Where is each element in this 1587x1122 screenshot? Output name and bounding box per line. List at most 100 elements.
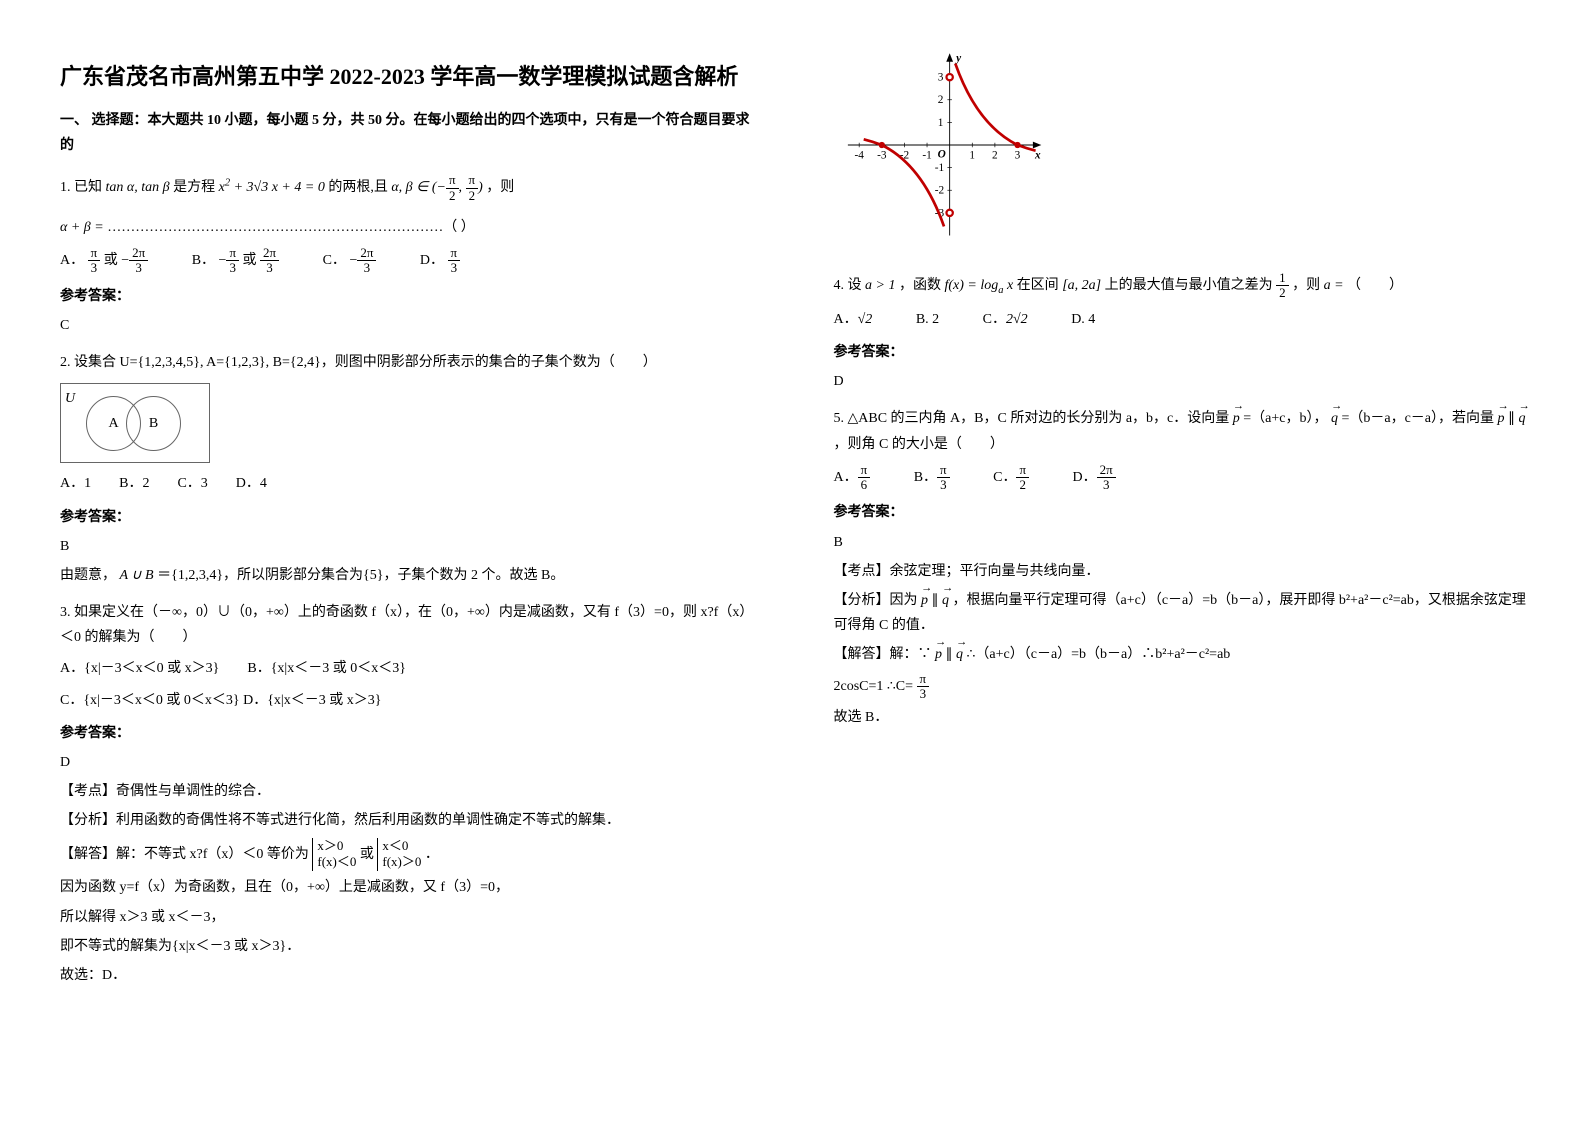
svg-text:-1: -1 (934, 162, 943, 174)
q2-math-aub: A ∪ B (120, 568, 154, 583)
vec-p-2: p (1498, 406, 1505, 431)
q3-p2: 所以解得 x＞3 或 x＜－3， (60, 905, 754, 930)
svg-text:O: O (937, 148, 945, 160)
q4-m2: f(x) = loga x (944, 278, 1013, 293)
question-2: 2. 设集合 U={1,2,3,4,5}, A={1,2,3}, B={2,4}… (60, 350, 754, 588)
svg-text:3: 3 (1014, 150, 1020, 162)
q4-stem-b: ，函数 (899, 278, 941, 293)
q2-stem: 2. 设集合 U={1,2,3,4,5}, A={1,2,3}, B={2,4}… (60, 350, 754, 375)
q4-m1: a > 1 (865, 278, 895, 293)
q3-opts-cd: C．{x|－3＜x＜0 或 0＜x＜3} D．{x|x＜－3 或 x＞3} (60, 688, 754, 713)
q1-math-1: tan α, tan β (106, 180, 170, 195)
venn-u-label: U (65, 386, 75, 411)
q3-p4: 故选：D． (60, 963, 754, 988)
q5-ans: B (834, 530, 1528, 555)
q3-cases-2: x＜0f(x)＞0 (377, 838, 421, 872)
q1-math-3: α, β ∈ (−π2, π2) (391, 180, 482, 195)
q4-stem-d: 上的最大值与最小值之差为 (1105, 278, 1277, 293)
q1-options: A． π3 或 −2π3 B． −π3 或 2π3 C． −2π3 D． π3 (60, 246, 754, 276)
q1-opt-a-pre: A． (60, 253, 84, 268)
q4-oa: A． (834, 312, 858, 327)
q1-ans-label: 参考答案： (60, 284, 754, 309)
q5-sc: =（b－a，c－a），若向量 (1341, 411, 1494, 426)
q4-od: D. 4 (1071, 307, 1095, 332)
q5-an-a: 【分析】因为 (834, 593, 918, 608)
q5-sd: ，则角 C 的大小是（ ） (834, 437, 1004, 452)
svg-text:1: 1 (969, 150, 975, 162)
q5-options: A．π6 B．π3 C．π2 D．2π3 (834, 463, 1528, 493)
q5-sa: 5. △ABC 的三内角 A，B，C 所对边的长分别为 a，b，c．设向量 (834, 411, 1230, 426)
q5-oc: C． (993, 470, 1016, 485)
vec-p-4: p (935, 642, 942, 667)
q5-sol-3: 故选 B． (834, 705, 1528, 730)
q3-sol-a: 【解答】解：不等式 x?f（x）＜0 等价为 (60, 847, 309, 862)
svg-text:2: 2 (937, 94, 943, 106)
q5-od: D． (1073, 470, 1097, 485)
q1-opt-c-pre: C． (323, 253, 346, 268)
vec-q-4: q (956, 642, 963, 667)
q1-stem-c: 的两根,且 (328, 180, 388, 195)
svg-text:-3: -3 (877, 150, 887, 162)
q2-expl-b: ＝{1,2,3,4}，所以阴影部分集合为{5}，子集个数为 2 个。故选 B。 (157, 568, 564, 583)
question-4: 4. 设 a > 1 ，函数 f(x) = loga x 在区间 [a, 2a]… (834, 271, 1528, 394)
q3-sol-mid: 或 (360, 847, 374, 862)
q4-options: A．√2 B. 2 C．2√2 D. 4 (834, 307, 1528, 332)
q3-graph: -4-3-2 -112 3 123 -1-2-3 O x y (834, 50, 1054, 240)
q4-oc: C． (983, 312, 1006, 327)
q1-math-4: α + β = (60, 220, 107, 235)
q5-ob: B． (914, 470, 937, 485)
section-1-heading: 一、 选择题：本大题共 10 小题，每小题 5 分，共 50 分。在每小题给出的… (60, 108, 754, 158)
q3-p3: 即不等式的解集为{x|x＜－3 或 x＞3}． (60, 934, 754, 959)
svg-text:-2: -2 (934, 185, 944, 197)
q3-sol: 【解答】解：不等式 x?f（x）＜0 等价为 x＞0f(x)＜0 或 x＜0f(… (60, 838, 754, 872)
vec-q-1: q (1331, 406, 1338, 431)
q3-kp: 【考点】奇偶性与单调性的综合． (60, 779, 754, 804)
svg-text:y: y (954, 52, 962, 64)
q3-ans: D (60, 750, 754, 775)
svg-text:-1: -1 (922, 150, 931, 162)
vec-q-3: q (942, 588, 949, 613)
q5-ans-label: 参考答案： (834, 500, 1528, 525)
svg-text:2: 2 (992, 150, 998, 162)
q5-sb: =（a+c，b）， (1243, 411, 1327, 426)
vec-q-2: q (1519, 406, 1526, 431)
question-1: 1. 已知 tan α, tan β 是方程 x2 + 3√3 x + 4 = … (60, 173, 754, 338)
q3-p1: 因为函数 y=f（x）为奇函数，且在（0，+∞）上是减函数，又 f（3）=0， (60, 875, 754, 900)
q4-ob: B. 2 (916, 307, 939, 332)
q4-m4: a = (1324, 278, 1347, 293)
q1-opt-a-mid: 或 (104, 253, 122, 268)
venn-diagram: U A B (60, 383, 210, 463)
q3-an: 【分析】利用函数的奇偶性将不等式进行化简，然后利用函数的单调性确定不等式的解集． (60, 808, 754, 833)
q5-an: 【分析】因为 p ∥ q ，根据向量平行定理可得（a+c）（c－a）=b（b－a… (834, 588, 1528, 638)
q2-expl: 由题意， A ∪ B ＝{1,2,3,4}，所以阴影部分集合为{5}，子集个数为… (60, 563, 754, 588)
q2-options: A．1 B．2 C．3 D．4 (60, 471, 754, 496)
doc-title: 广东省茂名市高州第五中学 2022-2023 学年高一数学理模拟试题含解析 (60, 60, 754, 93)
q5-oa: A． (834, 470, 858, 485)
q4-ans-label: 参考答案： (834, 340, 1528, 365)
q3-ans-label: 参考答案： (60, 721, 754, 746)
q1-opt-b-mid: 或 (243, 253, 261, 268)
q4-m3: [a, 2a] (1062, 278, 1101, 293)
q1-opt-d-pre: D． (420, 253, 444, 268)
q4-stem-e: ，则 (1292, 278, 1320, 293)
q5-sol-1: 【解答】解：∵ p ∥ q ∴（a+c）（c－a）=b（b－a）∴b²+a²－c… (834, 642, 1528, 667)
svg-text:1: 1 (937, 117, 943, 129)
q1-stem-d: ，则 (486, 180, 514, 195)
q5-sol-a: 【解答】解：∵ (834, 647, 932, 662)
q1-stem-b: 是方程 (173, 180, 219, 195)
q1-ans: C (60, 313, 754, 338)
q3-cases-1: x＞0f(x)＜0 (312, 838, 356, 872)
q1-stem-a: 1. 已知 (60, 180, 102, 195)
q1-line2: ………………………………………………………………（ ） (107, 220, 475, 235)
q3-opts-ab: A．{x|－3＜x＜0 或 x＞3} B．{x|x＜－3 或 0＜x＜3} (60, 656, 754, 681)
q1-math-2: x2 + 3√3 x + 4 = 0 (219, 180, 325, 195)
q2-ans-label: 参考答案： (60, 505, 754, 530)
q5-sol-b: ∴（a+c）（c－a）=b（b－a）∴b²+a²－c²=ab (967, 647, 1231, 662)
q4-stem-a: 4. 设 (834, 278, 862, 293)
vec-p-1: p (1233, 406, 1240, 431)
q1-opt-b-pre: B． (192, 253, 215, 268)
q4-ans: D (834, 369, 1528, 394)
q4-stem-c: 在区间 (1017, 278, 1059, 293)
venn-circle-b: B (126, 396, 181, 451)
q5-an-b: ，根据向量平行定理可得（a+c）（c－a）=b（b－a），展开即得 b²+a²－… (834, 593, 1526, 633)
